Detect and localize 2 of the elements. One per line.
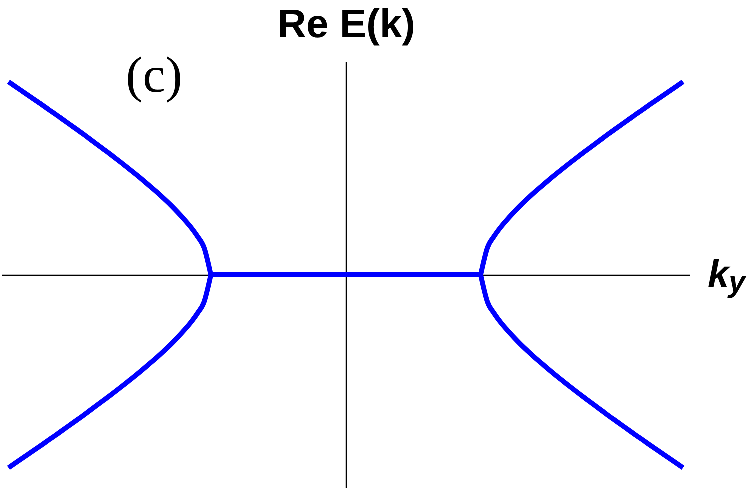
annotation: (c) bbox=[126, 48, 183, 104]
y-axis-title: Re E(k) bbox=[278, 2, 416, 46]
